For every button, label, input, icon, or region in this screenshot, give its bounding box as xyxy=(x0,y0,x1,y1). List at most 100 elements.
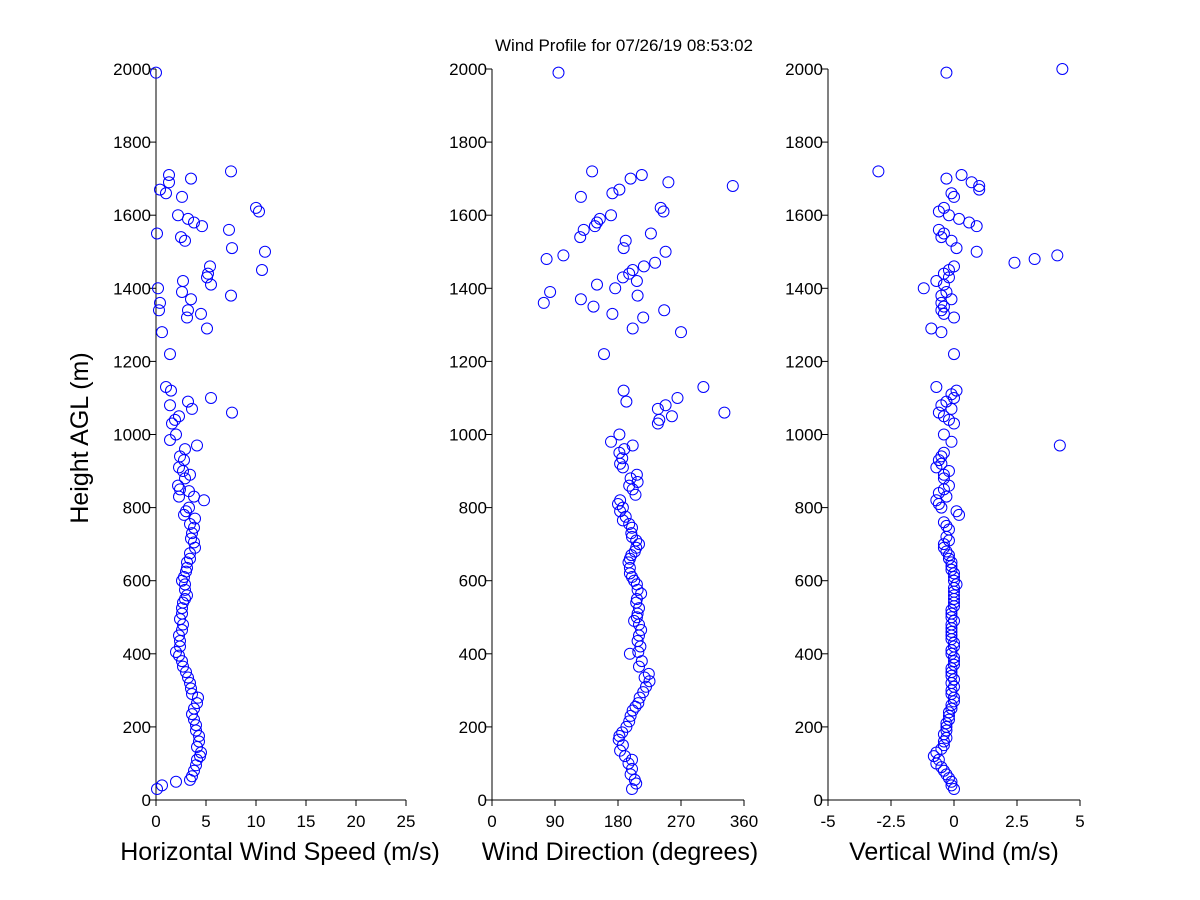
x-tick-label: -5 xyxy=(820,812,835,831)
figure-title: Wind Profile for 07/26/19 08:53:02 xyxy=(495,36,753,55)
data-point xyxy=(205,278,217,291)
data-point xyxy=(940,545,953,558)
data-point xyxy=(940,530,953,543)
y-tick-label: 1800 xyxy=(113,133,151,152)
data-point xyxy=(185,682,197,695)
data-point xyxy=(948,348,960,361)
data-point xyxy=(945,662,958,675)
x-tick-label: -2.5 xyxy=(876,812,905,831)
data-point xyxy=(173,461,185,474)
data-point xyxy=(932,753,945,766)
y-tick-label: 1000 xyxy=(449,426,487,445)
data-point xyxy=(190,724,202,737)
data-point xyxy=(1028,253,1041,266)
data-point xyxy=(942,209,955,222)
data-point xyxy=(948,680,960,693)
data-point xyxy=(623,715,636,728)
y-tick-label: 200 xyxy=(795,718,823,737)
x-tick-label: 5 xyxy=(201,812,210,831)
data-point xyxy=(932,454,945,467)
data-point xyxy=(552,66,565,79)
data-point xyxy=(950,505,963,518)
data-point xyxy=(945,556,958,569)
data-point xyxy=(623,267,636,280)
data-point xyxy=(948,651,960,664)
data-point xyxy=(188,521,200,534)
data-point xyxy=(630,468,643,481)
data-point xyxy=(937,468,950,481)
data-point xyxy=(176,190,188,203)
data-point xyxy=(178,508,190,521)
data-point xyxy=(623,518,636,531)
data-point xyxy=(654,201,667,214)
data-point xyxy=(185,293,197,306)
data-point xyxy=(657,205,670,218)
data-point xyxy=(955,168,968,181)
data-point xyxy=(225,289,237,302)
data-point xyxy=(948,391,960,404)
data-point xyxy=(948,311,960,324)
data-point xyxy=(591,216,603,229)
data-point xyxy=(176,655,188,668)
data-point xyxy=(726,179,739,192)
data-point xyxy=(201,322,213,335)
data-point xyxy=(181,311,193,324)
vertical-wind-panel: 0 200 400 600 800 1000 1200 1400 1600 1800 2000 -5 -… xyxy=(785,60,1085,866)
y-tick-label: 600 xyxy=(459,572,487,591)
data-point xyxy=(616,726,629,739)
y-tick-label: 1600 xyxy=(113,206,151,225)
data-point xyxy=(619,234,632,247)
data-point xyxy=(935,399,948,412)
data-point xyxy=(151,227,163,240)
data-point xyxy=(940,768,953,781)
data-point xyxy=(183,501,195,514)
wind-direction-panel: 0 200 400 600 800 1000 1200 1400 1600 1800 2000 0 90… xyxy=(449,60,758,866)
data-point xyxy=(259,245,271,258)
data-point xyxy=(154,183,166,196)
data-point xyxy=(945,435,958,448)
data-point xyxy=(174,483,186,496)
data-point xyxy=(658,304,671,317)
data-point xyxy=(626,753,638,766)
data-point xyxy=(154,296,166,309)
x-tick-label: 0 xyxy=(151,812,160,831)
data-point xyxy=(605,435,617,448)
data-point xyxy=(616,461,629,474)
data-point xyxy=(153,304,165,317)
data-point xyxy=(619,510,632,523)
y-tick-label: 400 xyxy=(123,645,151,664)
data-point xyxy=(935,296,948,309)
x-tick-label: 0 xyxy=(949,812,958,831)
data-point xyxy=(617,384,630,397)
data-point xyxy=(945,603,958,616)
data-point xyxy=(635,624,648,637)
data-point xyxy=(630,611,643,624)
y-tick-label: 800 xyxy=(123,499,151,518)
data-point xyxy=(942,713,955,726)
data-point xyxy=(626,704,639,717)
data-point xyxy=(616,271,629,284)
data-point xyxy=(940,519,953,532)
y-tick-label: 1600 xyxy=(449,206,487,225)
data-point xyxy=(225,165,237,178)
data-point xyxy=(917,282,930,295)
data-point xyxy=(169,413,181,426)
data-point xyxy=(175,231,187,244)
y-tick-label: 400 xyxy=(459,645,487,664)
data-point xyxy=(176,574,188,587)
data-point xyxy=(616,452,629,465)
data-point xyxy=(932,497,945,510)
data-point xyxy=(942,706,955,719)
x-axis-label: Vertical Wind (m/s) xyxy=(849,838,1059,866)
data-point xyxy=(626,439,639,452)
x-tick-label: 360 xyxy=(730,812,758,831)
y-tick-label: 1000 xyxy=(785,426,823,445)
y-tick-label: 1800 xyxy=(449,133,487,152)
data-point xyxy=(937,735,950,748)
data-point xyxy=(930,274,943,287)
data-point xyxy=(945,779,958,792)
data-point xyxy=(872,165,885,178)
data-point xyxy=(965,176,978,189)
data-point xyxy=(630,592,643,605)
